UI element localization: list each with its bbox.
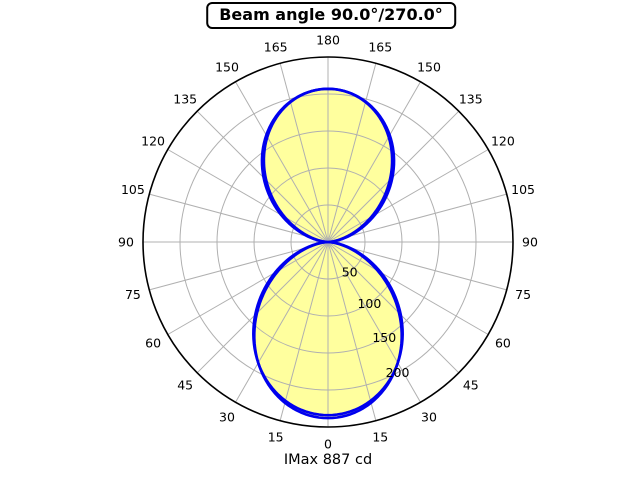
angular-tick-label: 120 — [141, 134, 165, 149]
angular-tick-label: 105 — [121, 182, 145, 197]
angular-gridline — [327, 63, 377, 243]
angular-tick-label: 30 — [219, 409, 235, 424]
radial-tick-label: 200 — [386, 365, 410, 380]
angular-gridline — [149, 193, 329, 243]
angular-tick-label: 135 — [173, 92, 197, 107]
angular-gridline — [149, 241, 329, 291]
angular-gridline — [279, 241, 329, 421]
radial-tick-label: 100 — [357, 296, 381, 311]
angular-tick-label: 45 — [463, 377, 479, 392]
angular-tick-label: 120 — [491, 134, 515, 149]
radial-tick-label: 50 — [342, 264, 358, 279]
angular-gridline — [167, 241, 329, 335]
chart-title-box: Beam angle 90.0°/270.0° — [206, 2, 456, 29]
angular-tick-label: 165 — [368, 39, 392, 54]
angular-tick-label: 90 — [522, 235, 538, 250]
imax-caption: IMax 887 cd — [283, 452, 373, 468]
angular-gridline — [279, 63, 329, 243]
angular-gridline — [196, 241, 329, 374]
angular-tick-label: 105 — [511, 182, 535, 197]
angular-gridline — [167, 149, 329, 243]
angular-tick-label: 15 — [372, 430, 388, 445]
angular-gridline — [235, 81, 329, 243]
angular-gridline — [327, 149, 489, 243]
angular-gridline — [235, 241, 329, 403]
radial-tick-label: 150 — [372, 330, 396, 345]
angular-gridline — [327, 193, 507, 243]
angular-tick-label: 60 — [495, 336, 511, 351]
angular-tick-label: 60 — [145, 336, 161, 351]
intensity-curve-plane-1-curve — [253, 87, 403, 420]
angular-gridline — [327, 241, 507, 291]
angular-tick-label: 75 — [125, 287, 141, 302]
angular-tick-label: 90 — [118, 235, 134, 250]
angular-tick-label: 150 — [417, 60, 441, 75]
angular-tick-label: 135 — [459, 92, 483, 107]
angular-tick-label: 0 — [324, 437, 332, 452]
angular-tick-label: 165 — [264, 39, 288, 54]
angular-tick-label: 180 — [316, 33, 340, 48]
angular-tick-label: 15 — [268, 430, 284, 445]
angular-tick-label: 45 — [177, 377, 193, 392]
angular-gridline — [327, 241, 489, 335]
angular-gridline — [327, 241, 421, 403]
angular-gridline — [327, 241, 460, 374]
outer-circle — [142, 56, 514, 428]
angular-tick-label: 150 — [215, 60, 239, 75]
angular-gridline — [327, 241, 377, 421]
chart-title: Beam angle 90.0°/270.0° — [219, 5, 443, 24]
angular-tick-label: 75 — [515, 287, 531, 302]
angular-tick-label: 30 — [421, 409, 437, 424]
angular-gridline — [327, 81, 421, 243]
